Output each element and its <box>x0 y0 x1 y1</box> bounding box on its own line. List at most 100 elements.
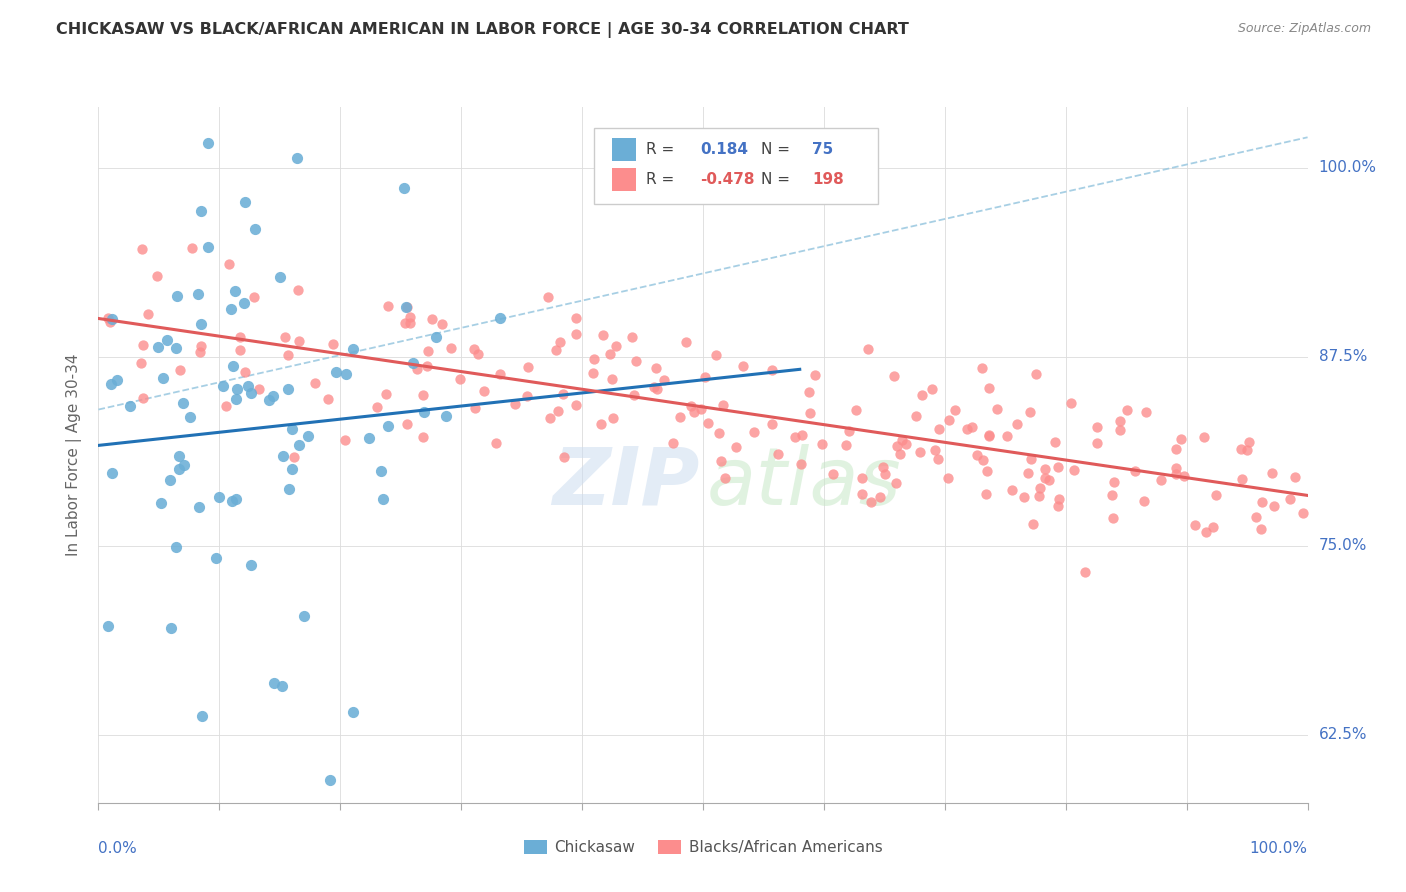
Point <box>1102 475 1125 489</box>
Point <box>884 475 907 490</box>
Point <box>689 402 711 417</box>
Point <box>153 831 176 846</box>
Point <box>835 438 858 452</box>
Point <box>152 371 174 385</box>
Point <box>872 460 894 475</box>
Point <box>894 436 917 450</box>
Point <box>1063 463 1085 477</box>
Text: 100.0%: 100.0% <box>1250 841 1308 856</box>
FancyBboxPatch shape <box>612 169 637 191</box>
Point <box>1125 464 1147 478</box>
Point <box>1012 490 1035 504</box>
Point <box>159 473 181 487</box>
Text: 0.0%: 0.0% <box>98 841 138 856</box>
Point <box>1135 404 1157 418</box>
Point <box>131 356 153 370</box>
Point <box>1263 500 1285 514</box>
Point <box>276 348 298 362</box>
Point <box>908 445 931 459</box>
Point <box>1202 519 1225 533</box>
Point <box>132 391 155 405</box>
Point <box>1173 468 1195 483</box>
Point <box>342 343 364 357</box>
Point <box>1028 489 1050 503</box>
Point <box>516 360 538 375</box>
Point <box>1292 506 1315 520</box>
Point <box>1150 473 1173 487</box>
Point <box>1085 420 1108 434</box>
Point <box>921 382 943 396</box>
Point <box>1033 461 1056 475</box>
Point <box>1047 492 1070 507</box>
Point <box>711 398 734 412</box>
Point <box>1115 403 1137 417</box>
Point <box>1195 524 1218 539</box>
Point <box>602 410 624 425</box>
Point <box>1164 442 1187 457</box>
Point <box>761 417 783 432</box>
Point <box>599 347 621 361</box>
Point <box>681 399 703 413</box>
Point <box>675 334 697 349</box>
Point <box>1132 494 1154 508</box>
Point <box>263 675 285 690</box>
Point <box>1166 467 1188 482</box>
Point <box>1261 466 1284 480</box>
Point <box>370 464 392 478</box>
Point <box>565 398 588 412</box>
Point <box>105 373 128 387</box>
Point <box>1046 499 1069 513</box>
Point <box>565 327 588 342</box>
Point <box>225 491 247 506</box>
Point <box>851 486 873 500</box>
Point <box>233 296 256 310</box>
Point <box>402 356 425 370</box>
Point <box>254 820 277 834</box>
Point <box>582 352 605 367</box>
Point <box>335 367 357 381</box>
Point <box>714 471 737 485</box>
Point <box>766 447 789 461</box>
Text: N =: N = <box>761 172 790 187</box>
Text: CHICKASAW VS BLACK/AFRICAN AMERICAN IN LABOR FORCE | AGE 30-34 CORRELATION CHART: CHICKASAW VS BLACK/AFRICAN AMERICAN IN L… <box>56 22 910 38</box>
Point <box>995 429 1018 443</box>
Point <box>100 376 122 391</box>
Point <box>288 438 311 452</box>
Point <box>783 430 806 444</box>
Text: 75: 75 <box>811 142 834 157</box>
Point <box>623 388 645 402</box>
Point <box>548 334 571 349</box>
Point <box>277 482 299 496</box>
Point <box>1043 435 1066 450</box>
Point <box>97 310 120 325</box>
Point <box>553 450 575 465</box>
Point <box>693 370 716 384</box>
Point <box>704 348 727 362</box>
Point <box>1109 414 1132 428</box>
Point <box>516 389 538 403</box>
Point <box>960 420 983 434</box>
Point <box>188 500 211 514</box>
Point <box>709 425 731 440</box>
Point <box>191 708 214 723</box>
Text: atlas: atlas <box>707 443 901 522</box>
Point <box>236 379 259 393</box>
Point <box>624 354 647 368</box>
Point <box>859 495 882 509</box>
Text: 75.0%: 75.0% <box>1319 538 1367 553</box>
Point <box>374 386 396 401</box>
Point <box>269 269 291 284</box>
Point <box>1025 368 1047 382</box>
Point <box>1022 516 1045 531</box>
Point <box>547 404 569 418</box>
Point <box>682 405 704 419</box>
Point <box>972 453 994 467</box>
Point <box>430 317 453 331</box>
Point <box>938 471 960 485</box>
Point <box>1244 510 1267 524</box>
Point <box>645 382 668 396</box>
Point <box>977 428 1000 442</box>
Point <box>211 379 233 393</box>
FancyBboxPatch shape <box>595 128 879 204</box>
Text: ZIP: ZIP <box>553 443 699 522</box>
